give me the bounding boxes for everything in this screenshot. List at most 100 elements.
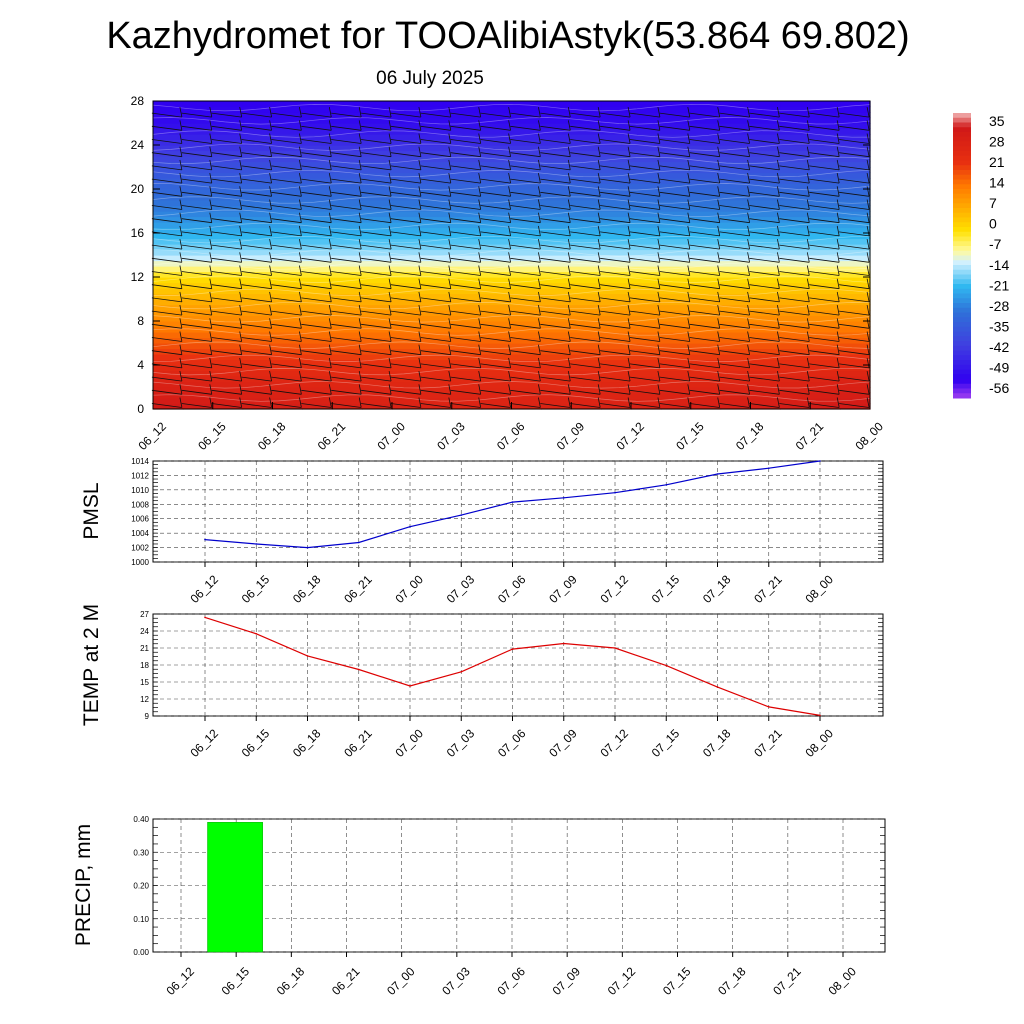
heat-cell [571, 348, 602, 355]
wind-barb [600, 159, 631, 171]
wind-barb [719, 305, 750, 316]
wind-barb [809, 265, 840, 276]
heat-cell [153, 365, 184, 372]
heat-cell [362, 381, 393, 388]
wind-barb [301, 278, 332, 290]
wind-barb [211, 265, 243, 276]
heat-cell [631, 233, 662, 240]
heat-cell [392, 271, 423, 278]
wind-barb [779, 146, 810, 158]
heat-cell [571, 156, 602, 163]
wind-barb [719, 146, 750, 158]
heat-cell [810, 304, 841, 311]
heat-cell [362, 194, 393, 201]
wind-barb [629, 278, 661, 290]
wind-barb [629, 305, 661, 316]
heat-cell [362, 299, 393, 306]
heat-cell [660, 332, 692, 339]
heat-cell [212, 337, 244, 344]
heat-cell [302, 205, 333, 212]
heat-cell [720, 211, 752, 218]
heat-cell [421, 343, 453, 350]
colorbar-segment [953, 336, 971, 342]
heat-cell [810, 348, 841, 355]
heat-cell [631, 238, 662, 245]
heat-cell [302, 145, 333, 152]
heat-cell [332, 249, 363, 256]
wind-barb [241, 107, 272, 118]
heat-cell [720, 266, 752, 273]
heat-cell [212, 271, 244, 278]
colorbar-segment [953, 284, 971, 290]
wind-barb [629, 173, 661, 184]
heat-cell [750, 365, 781, 372]
heat-cell [810, 117, 841, 124]
heat-cell [421, 128, 453, 135]
heat-cell [631, 299, 662, 306]
heat-cell [182, 293, 214, 300]
y-tick-label: 12 [131, 270, 145, 284]
heat-cell [242, 403, 274, 410]
heat-cell [332, 321, 363, 328]
wind-barb [420, 384, 452, 395]
wind-barb [749, 199, 780, 210]
heat-cell [541, 348, 572, 355]
heat-cell [451, 260, 483, 267]
heat-cell [272, 189, 303, 196]
heat-cell [840, 326, 871, 333]
heat-cell [571, 145, 602, 152]
wind-barb [779, 291, 810, 303]
wind-barb [241, 305, 272, 316]
wind-barb [510, 371, 541, 382]
wind-barb [211, 107, 243, 118]
wind-barb [390, 357, 422, 369]
heat-cell [272, 332, 303, 339]
wind-barb [719, 120, 750, 131]
heat-cell [571, 354, 602, 361]
wind-barb [361, 225, 392, 237]
wind-barb [181, 239, 213, 250]
heat-cell [750, 156, 781, 163]
wind-barb [779, 371, 810, 382]
heat-cell [182, 304, 214, 311]
x-tick-label: 07_00 [374, 419, 408, 453]
wind-barb [839, 212, 870, 224]
heat-cell [720, 293, 752, 300]
heat-cell [182, 249, 214, 256]
heat-cell [631, 315, 662, 322]
wind-barb [809, 357, 840, 369]
heat-cell [780, 288, 811, 295]
heat-cell [601, 381, 632, 388]
wind-barb [689, 384, 721, 395]
heat-cell [720, 359, 752, 366]
heat-cell [660, 101, 692, 108]
heat-cell [541, 167, 572, 174]
heat-cell [750, 194, 781, 201]
wind-barb [361, 397, 392, 408]
pmsl-point [665, 484, 668, 486]
heat-cell [631, 200, 662, 207]
heat-cell [392, 238, 423, 245]
heat-cell [362, 392, 393, 399]
heat-cell [242, 315, 274, 322]
heat-cell [153, 271, 184, 278]
heat-cell [421, 282, 453, 289]
heat-cell [810, 326, 841, 333]
heat-cell [421, 211, 453, 218]
heat-cell [720, 403, 752, 410]
wind-barb [181, 305, 213, 316]
heat-cell [840, 403, 871, 410]
heat-cell [601, 260, 632, 267]
colorbar-label: 0 [989, 216, 997, 232]
wind-barb [540, 344, 571, 356]
wind-barb [600, 252, 631, 263]
heat-cell [302, 348, 333, 355]
x-tick-label: 07_18 [733, 419, 767, 453]
heat-cell [212, 332, 244, 339]
heat-cell [840, 189, 871, 196]
colorbar-label: 7 [989, 195, 997, 211]
heat-cell [511, 343, 542, 350]
wind-barb [540, 371, 571, 382]
heat-cell [720, 332, 752, 339]
heat-cell [421, 260, 453, 267]
